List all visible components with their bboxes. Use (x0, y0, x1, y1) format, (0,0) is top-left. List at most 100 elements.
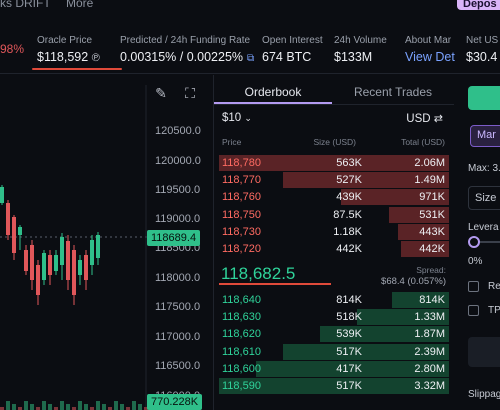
bid-row[interactable]: 118,640 814K 814K (219, 292, 449, 309)
stat-about-market[interactable]: About Mar View Det (405, 35, 455, 64)
ask-row[interactable]: 118,780 563K 2.06M (219, 155, 449, 172)
chevron-down-icon: ⌄ (244, 113, 252, 123)
stat-oracle-price: Oracle Price $118,592 ℗ (37, 35, 100, 64)
volume-bar (54, 407, 58, 410)
tp-sl-checkbox[interactable] (468, 305, 479, 316)
candle-body (60, 237, 64, 265)
depth-bar (283, 343, 449, 360)
y-axis-tick: 118000.0 (155, 272, 201, 284)
row-total: 2.80M (414, 362, 445, 375)
bid-row[interactable]: 118,590 517K 3.32M (219, 378, 449, 395)
currency-toggle[interactable]: USD ⇄ (406, 113, 443, 125)
fullscreen-icon[interactable]: ⛶ (185, 85, 195, 101)
row-total: 2.39M (414, 345, 445, 358)
volume-bar (132, 401, 136, 410)
external-link-icon[interactable]: ⧉ (247, 53, 255, 64)
annotation-underline (32, 68, 122, 70)
tab-orderbook[interactable]: Orderbook (244, 85, 302, 99)
row-size: 1.18K (333, 225, 362, 238)
leverage-label: Levera (468, 222, 499, 233)
candle-body (66, 241, 70, 280)
view-details-link[interactable]: View Det (405, 50, 455, 64)
indicator-icon[interactable]: ✎ (155, 85, 167, 101)
y-axis-tick: 116500.0 (155, 360, 201, 372)
depth-bar (320, 326, 449, 343)
row-size: 439K (336, 191, 362, 204)
row-total: 443K (419, 225, 445, 238)
row-total: 971K (419, 191, 445, 204)
volume-bar (126, 407, 130, 410)
row-size: 814K (336, 294, 362, 306)
candle-body (72, 250, 76, 295)
row-price: 118,640 (222, 294, 261, 306)
leverage-slider-handle[interactable] (468, 236, 480, 248)
volume-tag: 770.228K (147, 394, 203, 410)
stat-label: Net US (466, 35, 499, 46)
leverage-pct: 0% (468, 256, 483, 267)
market-header: ks DRIFT More Depos 98% Oracle Price $11… (0, 0, 500, 74)
slippage-label: Slippag (468, 389, 500, 400)
stat-value: $118,592 ℗ (37, 50, 100, 64)
ask-row[interactable]: 118,730 1.18K 443K (219, 223, 449, 241)
stat-value: $30.4 (466, 50, 498, 64)
bid-row[interactable]: 118,600 417K 2.80M (219, 360, 449, 378)
bid-row[interactable]: 118,610 517K 2.39M (219, 343, 449, 361)
row-size: 517K (336, 380, 362, 392)
candle-body (36, 265, 40, 295)
row-price: 118,620 (222, 328, 261, 341)
col-header-size: Size (USD) (313, 137, 356, 147)
y-axis-tick: 119000.0 (155, 213, 201, 225)
tp-sl-label: TP (488, 305, 500, 316)
tab-market[interactable]: Mar (470, 125, 500, 147)
candle-body (12, 217, 16, 253)
candle-body (90, 240, 94, 265)
row-price: 118,730 (222, 225, 261, 238)
row-total: 814K (419, 294, 445, 306)
stat-label: 24h Volume (334, 35, 387, 46)
volume-bar (120, 404, 124, 410)
size-input[interactable]: Size (468, 186, 500, 210)
price-change-pct: 98% (0, 42, 25, 56)
volume-bar (36, 407, 40, 410)
reduce-only-checkbox[interactable] (468, 281, 479, 292)
leverage-track[interactable] (480, 241, 500, 243)
row-size: 442K (336, 243, 362, 255)
candle-body (78, 260, 82, 275)
candle-body (42, 253, 46, 280)
volume-bar (60, 401, 64, 410)
volume-bar (102, 404, 106, 410)
candle-body (48, 255, 52, 275)
candle-body (24, 250, 28, 271)
submit-order-button[interactable] (468, 337, 500, 367)
volume-bar (78, 401, 82, 410)
ask-row[interactable]: 118,750 87.5K 531K (219, 206, 449, 224)
row-price: 118,780 (222, 157, 261, 169)
candlestick-chart[interactable] (0, 75, 205, 410)
depth-bar (340, 189, 449, 206)
long-button[interactable] (468, 86, 500, 110)
stat-value: 674 BTC (262, 50, 312, 64)
annotation-underline (219, 283, 331, 285)
row-price: 118,760 (222, 191, 261, 204)
stat-label: Open Interest (262, 35, 323, 46)
ask-row[interactable]: 118,720 442K 442K (219, 241, 449, 258)
bid-row[interactable]: 118,620 539K 1.87M (219, 326, 449, 343)
ask-row[interactable]: 118,760 439K 971K (219, 189, 449, 206)
row-size: 527K (336, 174, 362, 187)
price-chart[interactable]: ✎ ⛶ 120500.0 120000.0 119500.0 119000.0 1185… (0, 75, 205, 410)
y-axis-tick: 117000.0 (155, 331, 201, 343)
depth-bar (357, 309, 449, 326)
volume-bar (18, 407, 22, 410)
nav-cut-text[interactable]: ks DRIFT (0, 0, 51, 10)
tick-size-select[interactable]: $10 ⌄ (222, 112, 252, 124)
ask-row[interactable]: 118,770 527K 1.49M (219, 172, 449, 189)
volume-bar (90, 407, 94, 410)
bid-row[interactable]: 118,630 518K 1.33M (219, 309, 449, 326)
more-menu[interactable]: More (66, 0, 94, 10)
stat-net-usd: Net US $30.4 (466, 35, 498, 64)
tab-recent-trades[interactable]: Recent Trades (353, 85, 433, 99)
deposit-button[interactable]: Depos (457, 0, 500, 10)
volume-bar (108, 407, 112, 410)
row-size: 417K (336, 362, 362, 375)
depth-bar (400, 241, 449, 257)
